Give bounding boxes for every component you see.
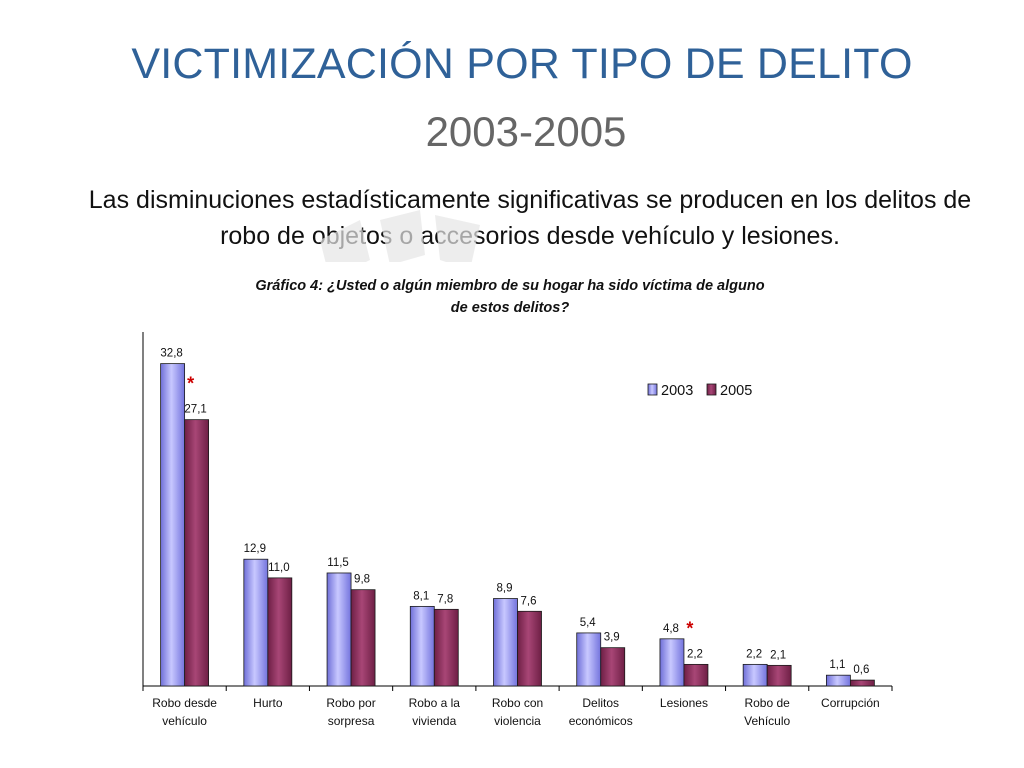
data-label-2005: 2,1 xyxy=(770,649,786,661)
significance-marker: * xyxy=(686,618,693,638)
chart-title-line1: Gráfico 4: ¿Usted o algún miembro de su … xyxy=(255,278,764,294)
bar-2005 xyxy=(184,419,210,687)
x-tick-label: Robo por xyxy=(326,696,375,710)
legend-label-2003: 2003 xyxy=(661,383,693,399)
bar-2005 xyxy=(517,610,542,687)
data-label-2005: 0,6 xyxy=(853,664,869,676)
data-label-2003: 4,8 xyxy=(663,623,679,635)
x-tick-label: Hurto xyxy=(253,696,283,710)
bar-2005 xyxy=(433,608,459,687)
x-tick-label: Robo desde xyxy=(152,696,217,710)
x-tick-label: sorpresa xyxy=(328,714,375,728)
x-tick-label: Robo de xyxy=(744,696,790,710)
data-label-2003: 5,4 xyxy=(580,617,597,629)
data-label-2003: 12,9 xyxy=(244,543,266,555)
bar-2003 xyxy=(493,598,518,687)
bar-2003 xyxy=(409,605,435,687)
slide-subtitle: 2003-2005 xyxy=(425,108,627,155)
data-label-2005: 9,8 xyxy=(354,574,370,586)
data-label-2003: 8,9 xyxy=(497,583,513,595)
legend-swatch-2005 xyxy=(706,383,717,396)
bar-2005 xyxy=(600,647,626,687)
bar-2003 xyxy=(742,663,768,687)
bar-2005 xyxy=(849,679,875,687)
x-tick-label: Vehículo xyxy=(744,714,790,728)
bar-2003 xyxy=(576,632,602,687)
x-tick-label: vehículo xyxy=(162,714,207,728)
bar-2005 xyxy=(766,664,792,687)
data-label-2005: 7,6 xyxy=(521,595,537,607)
data-label-2005: 11,0 xyxy=(268,562,290,574)
x-tick-label: Corrupción xyxy=(821,696,880,710)
bar-2003 xyxy=(160,363,186,687)
x-tick-label: económicos xyxy=(569,714,633,728)
legend-label-2005: 2005 xyxy=(720,383,752,399)
x-tick-label: Robo con xyxy=(492,696,543,710)
bar-2003 xyxy=(243,558,269,687)
data-label-2005: 7,8 xyxy=(437,593,453,605)
data-label-2003: 8,1 xyxy=(413,590,429,602)
data-label-2003: 11,5 xyxy=(327,557,349,569)
bar-2005 xyxy=(683,663,709,687)
slide-body-text: Las disminuciones estadísticamente signi… xyxy=(88,186,972,250)
bar-2005 xyxy=(267,577,293,687)
legend-swatch-2003 xyxy=(647,383,658,396)
bar-chart: Gráfico 4: ¿Usted o algún miembro de su … xyxy=(142,278,893,728)
x-tick-label: Lesiones xyxy=(660,696,708,710)
x-tick-label: Delitos xyxy=(582,696,619,710)
x-tick-label: Robo a la xyxy=(409,696,461,710)
bar-2003 xyxy=(825,674,851,687)
data-label-2003: 1,1 xyxy=(829,659,845,671)
x-tick-label: vivienda xyxy=(412,714,456,728)
data-label-2005: 27,1 xyxy=(184,404,206,416)
data-label-2005: 3,9 xyxy=(604,632,620,644)
x-tick-label: violencia xyxy=(494,714,541,728)
bar-2003 xyxy=(659,638,685,687)
data-label-2003: 32,8 xyxy=(160,348,182,360)
significance-marker: * xyxy=(187,374,194,394)
bar-2003 xyxy=(326,572,352,687)
chart-container: Gráfico 4: ¿Usted o algún miembro de su … xyxy=(100,262,920,752)
chart-title-line2: de estos delitos? xyxy=(451,300,570,316)
bar-2005 xyxy=(350,589,376,687)
slide-title: VICTIMIZACIÓN POR TIPO DE DELITO xyxy=(131,40,913,88)
data-label-2003: 2,2 xyxy=(746,648,762,660)
data-label-2005: 2,2 xyxy=(687,648,703,660)
